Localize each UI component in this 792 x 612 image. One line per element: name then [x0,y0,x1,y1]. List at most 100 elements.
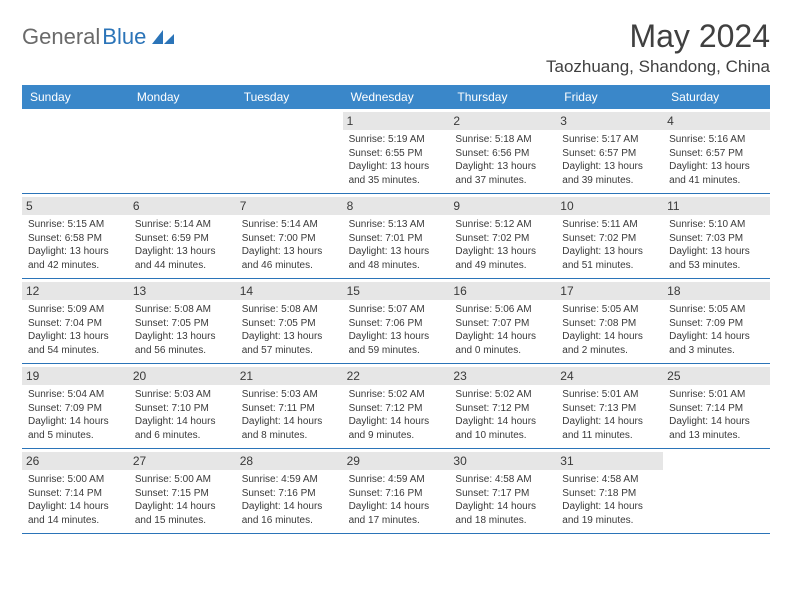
day-info-line: Sunset: 7:11 PM [242,402,337,416]
day-number: 21 [236,367,343,385]
day-info-line: Sunset: 7:08 PM [562,317,657,331]
day-info: Sunrise: 5:14 AMSunset: 7:00 PMDaylight:… [242,218,337,272]
day-info-line: Daylight: 14 hours [455,415,550,429]
day-cell: 6Sunrise: 5:14 AMSunset: 6:59 PMDaylight… [129,194,236,278]
day-info-line: and 9 minutes. [349,429,444,443]
day-info-line: and 37 minutes. [455,174,550,188]
week-row: 26Sunrise: 5:00 AMSunset: 7:14 PMDayligh… [22,449,770,534]
day-info: Sunrise: 5:18 AMSunset: 6:56 PMDaylight:… [455,133,550,187]
day-info: Sunrise: 5:08 AMSunset: 7:05 PMDaylight:… [242,303,337,357]
day-info-line: Sunrise: 5:11 AM [562,218,657,232]
day-info-line: and 57 minutes. [242,344,337,358]
day-info-line: Sunrise: 5:02 AM [455,388,550,402]
day-cell: 30Sunrise: 4:58 AMSunset: 7:17 PMDayligh… [449,449,556,533]
day-cell: 28Sunrise: 4:59 AMSunset: 7:16 PMDayligh… [236,449,343,533]
day-info-line: Daylight: 13 hours [562,245,657,259]
day-cell: 15 Sunrise: 5:07 AMSunset: 7:06 PMDayligh… [343,279,450,363]
day-cell: 27Sunrise: 5:00 AMSunset: 7:15 PMDayligh… [129,449,236,533]
day-cell: 24Sunrise: 5:01 AMSunset: 7:13 PMDayligh… [556,364,663,448]
day-cell [129,109,236,193]
day-info: Sunrise: 5:16 AMSunset: 6:57 PMDaylight:… [669,133,764,187]
day-cell: 1Sunrise: 5:19 AMSunset: 6:55 PMDaylight… [343,109,450,193]
day-number: 4 [663,112,770,130]
day-number: 22 [343,367,450,385]
day-number: 26 [22,452,129,470]
day-number: 1 [343,112,450,130]
day-info: Sunrise: 5:11 AMSunset: 7:02 PMDaylight:… [562,218,657,272]
day-info-line: and 41 minutes. [669,174,764,188]
day-info-line: Sunrise: 5:08 AM [242,303,337,317]
day-info-line: Sunrise: 5:05 AM [562,303,657,317]
day-cell: 16Sunrise: 5:06 AMSunset: 7:07 PMDayligh… [449,279,556,363]
day-info-line: Daylight: 14 hours [349,500,444,514]
day-info: Sunrise: 5:04 AMSunset: 7:09 PMDaylight:… [28,388,123,442]
day-number: 27 [129,452,236,470]
day-info-line: Sunrise: 4:58 AM [562,473,657,487]
day-info: Sunrise: 5:05 AMSunset: 7:09 PMDaylight:… [669,303,764,357]
day-info-line: Daylight: 14 hours [455,500,550,514]
day-cell: 9Sunrise: 5:12 AMSunset: 7:02 PMDaylight… [449,194,556,278]
day-cell: 23Sunrise: 5:02 AMSunset: 7:12 PMDayligh… [449,364,556,448]
day-info-line: Sunrise: 5:06 AM [455,303,550,317]
day-info-line: Sunset: 7:01 PM [349,232,444,246]
day-info-line: and 59 minutes. [349,344,444,358]
day-cell: 4 Sunrise: 5:16 AMSunset: 6:57 PMDaylight… [663,109,770,193]
page-header: GeneralBlue May 2024 Taozhuang, Shandong… [22,18,770,77]
day-info: Sunrise: 5:12 AMSunset: 7:02 PMDaylight:… [455,218,550,272]
day-info-line: Sunrise: 5:08 AM [135,303,230,317]
day-info-line: and 10 minutes. [455,429,550,443]
day-info: Sunrise: 5:15 AMSunset: 6:58 PMDaylight:… [28,218,123,272]
day-info-line: Sunrise: 5:04 AM [28,388,123,402]
day-cell: 5Sunrise: 5:15 AMSunset: 6:58 PMDaylight… [22,194,129,278]
day-info-line: Daylight: 14 hours [28,500,123,514]
day-number: 31 [556,452,663,470]
day-info: Sunrise: 4:59 AMSunset: 7:16 PMDaylight:… [242,473,337,527]
day-info-line: Sunrise: 5:17 AM [562,133,657,147]
day-info-line: Sunset: 6:57 PM [562,147,657,161]
day-info-line: Sunset: 6:55 PM [349,147,444,161]
day-cell [663,449,770,533]
day-cell: 10Sunrise: 5:11 AMSunset: 7:02 PMDayligh… [556,194,663,278]
day-info-line: Sunrise: 5:09 AM [28,303,123,317]
day-info-line: Sunrise: 5:07 AM [349,303,444,317]
day-info-line: Daylight: 14 hours [135,415,230,429]
day-cell: 14Sunrise: 5:08 AMSunset: 7:05 PMDayligh… [236,279,343,363]
day-info-line: Sunset: 7:17 PM [455,487,550,501]
day-info-line: Sunset: 7:04 PM [28,317,123,331]
day-info-line: Sunset: 7:16 PM [242,487,337,501]
day-info-line: Sunset: 7:14 PM [669,402,764,416]
day-info-line: and 15 minutes. [135,514,230,528]
day-info-line: and 8 minutes. [242,429,337,443]
day-info-line: Sunset: 7:13 PM [562,402,657,416]
day-info-line: and 35 minutes. [349,174,444,188]
day-info: Sunrise: 5:07 AMSunset: 7:06 PMDaylight:… [349,303,444,357]
day-info-line: Sunset: 7:16 PM [349,487,444,501]
day-info-line: Sunset: 7:07 PM [455,317,550,331]
day-info-line: Sunset: 6:59 PM [135,232,230,246]
weekday-header-cell: Tuesday [236,85,343,109]
day-number: 17 [556,282,663,300]
day-info-line: Sunrise: 5:05 AM [669,303,764,317]
day-info-line: Sunrise: 5:00 AM [28,473,123,487]
day-info-line: Daylight: 13 hours [669,245,764,259]
day-number: 2 [449,112,556,130]
logo-text-blue: Blue [102,24,146,50]
day-info-line: Sunrise: 5:14 AM [242,218,337,232]
day-info: Sunrise: 5:03 AMSunset: 7:10 PMDaylight:… [135,388,230,442]
day-cell: 21Sunrise: 5:03 AMSunset: 7:11 PMDayligh… [236,364,343,448]
day-number: 15 [343,282,450,300]
day-cell: 8Sunrise: 5:13 AMSunset: 7:01 PMDaylight… [343,194,450,278]
day-number: 18 [663,282,770,300]
day-cell: 22Sunrise: 5:02 AMSunset: 7:12 PMDayligh… [343,364,450,448]
day-info-line: Sunset: 7:09 PM [28,402,123,416]
day-cell: 20Sunrise: 5:03 AMSunset: 7:10 PMDayligh… [129,364,236,448]
day-cell: 18 Sunrise: 5:05 AMSunset: 7:09 PMDayligh… [663,279,770,363]
day-info-line: Sunrise: 5:14 AM [135,218,230,232]
day-info: Sunrise: 5:08 AMSunset: 7:05 PMDaylight:… [135,303,230,357]
day-info-line: Sunset: 6:58 PM [28,232,123,246]
day-info-line: Sunset: 7:14 PM [28,487,123,501]
day-info-line: Sunrise: 5:18 AM [455,133,550,147]
day-number: 24 [556,367,663,385]
day-info-line: Sunrise: 4:59 AM [242,473,337,487]
day-info-line: Sunset: 7:12 PM [349,402,444,416]
